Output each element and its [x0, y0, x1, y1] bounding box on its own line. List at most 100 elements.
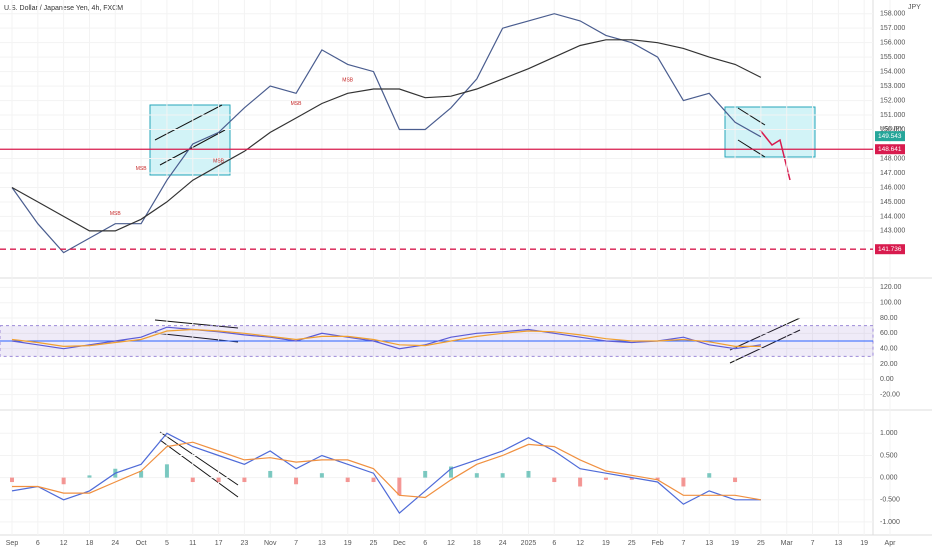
x-tick-label: 12: [576, 540, 584, 547]
x-tick-label: 25: [370, 540, 378, 547]
histogram-bar: [242, 477, 247, 483]
series-line: [12, 441, 762, 501]
y-tick-label: 155.000: [880, 54, 905, 61]
series-line: [11, 13, 762, 254]
x-tick-label: 11: [189, 540, 196, 547]
x-tick-label: 7: [294, 540, 298, 547]
x-tick-label: Nov: [264, 540, 277, 547]
price-tag: [875, 131, 905, 142]
x-tick-label: 5: [165, 540, 169, 547]
x-tick-label: Oct: [136, 540, 147, 547]
y-tick-label: 148.000: [880, 155, 905, 162]
y-tick-label: 152.000: [880, 97, 905, 104]
histogram-bar: [449, 466, 453, 478]
histogram-bar: [87, 475, 92, 478]
histogram-bar: [268, 470, 273, 478]
x-tick-label: 18: [473, 540, 481, 547]
x-tick-label: 13: [318, 540, 326, 547]
x-tick-label: 19: [602, 540, 610, 547]
y-tick-label: -0.500: [880, 497, 900, 504]
currency: JPY: [908, 4, 921, 11]
y-tick-label: 147.000: [880, 170, 905, 177]
annotation: MSB: [342, 78, 354, 84]
histogram-bar: [655, 477, 660, 480]
histogram-bar: [216, 477, 221, 483]
x-tick-label: 24: [499, 540, 507, 547]
x-tick-label: Apr: [885, 540, 897, 547]
x-tick-label: 19: [344, 540, 352, 547]
series-line: [11, 432, 761, 515]
trend-line: [729, 329, 801, 364]
symbol: USDJPY: [880, 127, 904, 133]
y-tick-label: 144.000: [880, 213, 905, 220]
x-tick-label: 19: [860, 540, 868, 547]
histogram-bar: [629, 477, 634, 480]
y-tick-label: 150.000: [880, 126, 905, 133]
y-tick-label: -20.00: [880, 391, 900, 398]
annotation: MSB: [136, 166, 148, 172]
histogram-bar: [707, 473, 712, 478]
histogram-bar: [474, 473, 479, 478]
histogram-bar: [552, 477, 557, 483]
trend-line: [159, 431, 239, 486]
y-tick-label: -1.000: [880, 519, 900, 526]
x-tick-label: 12: [447, 540, 455, 547]
y-tick-label: 157.000: [880, 25, 905, 32]
histogram-bar: [10, 477, 14, 483]
x-tick-label: 18: [86, 540, 94, 547]
histogram-bar: [397, 477, 402, 496]
trend-line: [729, 317, 801, 351]
series-line: [11, 39, 762, 232]
projection-arrow: [759, 129, 791, 181]
y-tick-label: 143.000: [880, 228, 905, 235]
histogram-bar: [526, 470, 531, 478]
y-tick-label: 156.000: [880, 39, 905, 46]
y-tick-label: 158.000: [880, 11, 905, 18]
annotation: MSB: [213, 159, 225, 165]
histogram-bar: [294, 477, 299, 485]
x-tick-label: 17: [215, 540, 223, 547]
histogram-bar: [164, 464, 169, 478]
histogram-bar: [423, 470, 428, 478]
series-line: [11, 326, 761, 350]
histogram-bar: [500, 473, 505, 478]
x-tick-label: 25: [628, 540, 636, 547]
histogram-bar: [319, 473, 324, 478]
histogram-bar: [578, 477, 583, 487]
x-tick-label: 25: [757, 540, 765, 547]
histogram-bar: [603, 477, 608, 480]
trend-line: [154, 319, 239, 329]
y-tick-label: 146.000: [880, 184, 905, 191]
x-tick-label: Feb: [652, 540, 664, 547]
annotation: MSB: [110, 211, 122, 217]
x-tick-label: 13: [705, 540, 713, 547]
series-line: [11, 328, 761, 348]
y-tick-label: 20.00: [880, 361, 898, 368]
y-tick-label: 151.000: [880, 112, 905, 119]
price-tag: [875, 244, 905, 255]
x-tick-label: 6: [552, 540, 556, 547]
x-tick-label: 6: [423, 540, 427, 547]
x-tick-label: Dec: [393, 540, 406, 547]
x-tick-label: Mar: [781, 540, 794, 547]
histogram-bar: [733, 477, 738, 483]
y-tick-label: 1.000: [880, 430, 898, 437]
price-tag-label: 148.641: [878, 146, 902, 153]
histogram-bar: [371, 477, 376, 483]
x-tick-label: 7: [681, 540, 685, 547]
y-tick-label: 0.000: [880, 474, 898, 481]
x-tick-label: 12: [60, 540, 68, 547]
x-tick-label: 23: [241, 540, 249, 547]
y-tick-label: 60.00: [880, 330, 898, 337]
channel-line: [154, 104, 223, 141]
price-tag-label: 149.543: [878, 133, 902, 140]
y-tick-label: 80.00: [880, 315, 898, 322]
y-tick-label: 0.500: [880, 452, 898, 459]
histogram-bar: [190, 477, 195, 483]
price-tag-label: 141.736: [878, 246, 902, 253]
y-tick-label: 100.00: [880, 300, 902, 307]
y-tick-label: 145.000: [880, 199, 905, 206]
y-tick-label: 120.00: [880, 284, 902, 291]
x-tick-label: 6: [36, 540, 40, 547]
